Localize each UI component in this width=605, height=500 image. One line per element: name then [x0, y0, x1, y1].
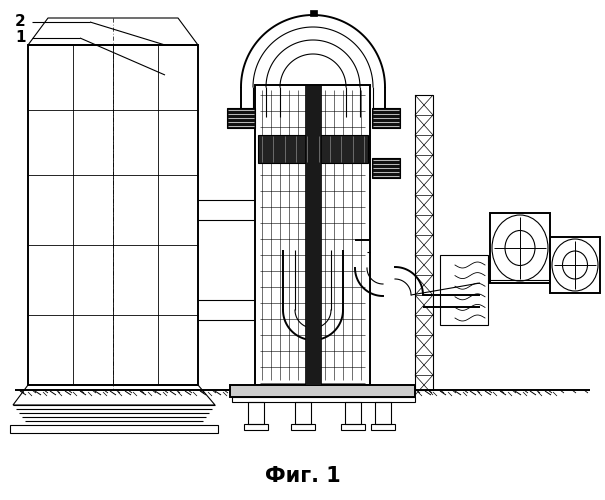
- Bar: [490, 213, 550, 283]
- Bar: [295, 402, 311, 424]
- Bar: [375, 402, 391, 424]
- Text: 2: 2: [15, 14, 26, 30]
- Bar: [372, 158, 400, 178]
- Bar: [244, 424, 268, 430]
- Bar: [341, 424, 365, 430]
- Bar: [415, 95, 433, 390]
- Bar: [230, 385, 415, 397]
- Bar: [310, 10, 317, 16]
- Bar: [550, 237, 600, 293]
- Bar: [258, 135, 368, 163]
- Bar: [371, 424, 395, 430]
- Bar: [345, 402, 361, 424]
- Bar: [10, 425, 218, 433]
- Bar: [440, 255, 488, 325]
- Bar: [372, 108, 400, 128]
- Bar: [232, 397, 415, 402]
- Text: 1: 1: [15, 30, 25, 46]
- Bar: [227, 108, 255, 128]
- Text: Фиг. 1: Фиг. 1: [265, 466, 341, 486]
- Bar: [255, 85, 370, 385]
- Bar: [248, 402, 264, 424]
- Bar: [28, 45, 198, 385]
- Bar: [291, 424, 315, 430]
- Bar: [305, 85, 321, 385]
